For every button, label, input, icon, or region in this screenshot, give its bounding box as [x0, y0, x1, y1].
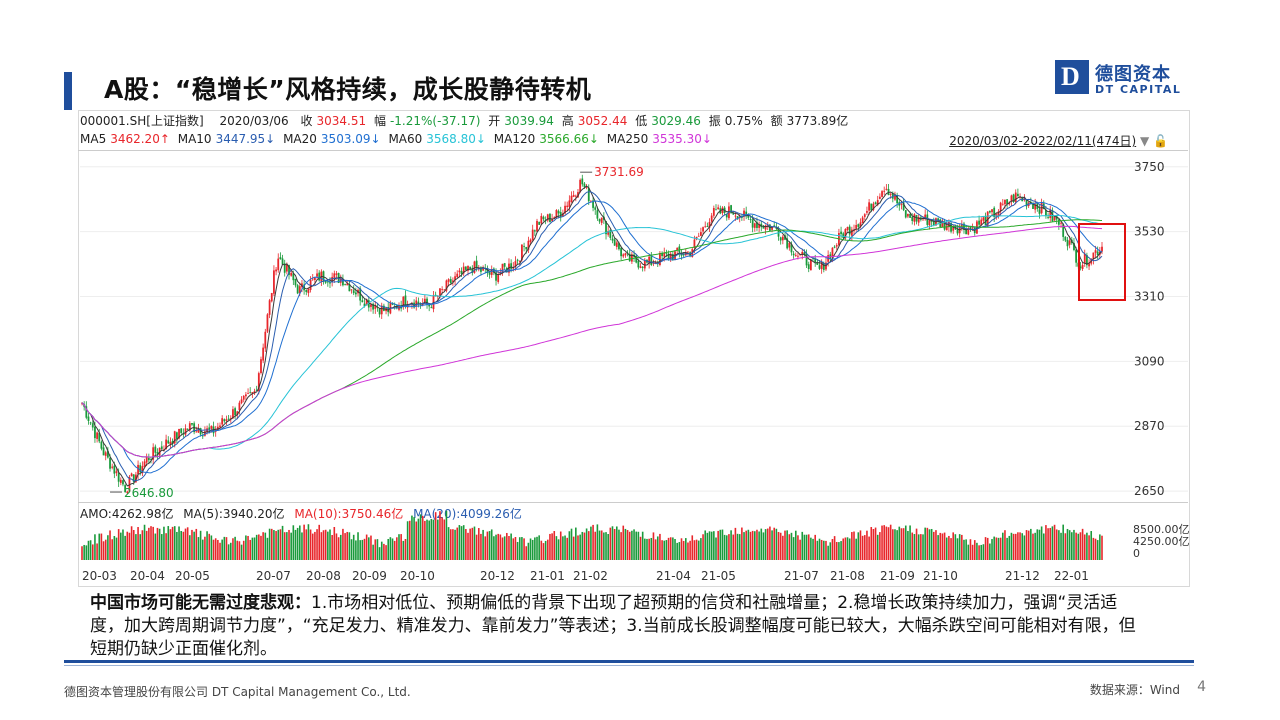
summary-text: 中国市场可能无需过度悲观：1.市场相对低位、预期偏低的背景下出现了超预期的信贷和… [90, 593, 1136, 659]
company-name: 德图资本管理股份有限公司 DT Capital Management Co., … [64, 685, 411, 699]
amp-value: 0.75% [724, 114, 763, 128]
amo-legend-row: AMO:4262.98亿 MA(5):3940.20亿 MA(10):3750.… [80, 507, 522, 521]
logo-mark-icon: D [1055, 60, 1089, 94]
dropdown-triangle-icon[interactable]: ▼ [1139, 134, 1150, 148]
ma-legend-row: MA5 3462.20↑ MA10 3447.95↓ MA20 3503.09↓ MA… [80, 132, 712, 146]
amo-ma5-value: 3940.20亿 [222, 507, 285, 521]
ma5-value: 3462.20↑ [110, 132, 170, 146]
low-value: 3029.46 [651, 114, 701, 128]
footer-divider [64, 660, 1194, 663]
data-source: 数据来源：Wind [1089, 683, 1180, 697]
high-value: 3052.44 [577, 114, 628, 128]
page-title: A股：“稳增长”风格持续，成长股静待转机 [104, 75, 592, 104]
ma20-value: 3503.09↓ [320, 132, 381, 146]
title-accent-bar [64, 72, 72, 110]
ma60-value: 3568.80↓ [426, 132, 486, 146]
open-value: 3039.94 [504, 114, 554, 128]
date-range-text: 2020/03/02-2022/02/11(474日) [949, 134, 1137, 148]
amo-value: 4262.98亿 [111, 507, 174, 521]
page-number: 4 [1197, 679, 1206, 695]
chart-frame [78, 110, 1190, 587]
date-range-selector[interactable]: 2020/03/02-2022/02/11(474日) ▼ 🔓 [949, 132, 1168, 149]
chart-top-divider [78, 150, 1188, 151]
close-value: 3034.51 [316, 114, 367, 128]
ma10-value: 3447.95↓ [215, 132, 276, 146]
brand-logo: D 德图资本 DT CAPITAL [1055, 60, 1185, 100]
amo-ma20-value: 4099.26亿 [460, 507, 522, 521]
amo-ma10-value: 3750.46亿 [341, 507, 404, 521]
footer-divider-thin [64, 665, 1194, 666]
index-code: 000001.SH[上证指数] [80, 114, 204, 128]
logo-text-en: DT CAPITAL [1095, 83, 1182, 96]
logo-text-cn: 德图资本 [1095, 64, 1171, 85]
ma120-value: 3566.66↓ [539, 132, 599, 146]
amount-value: 3773.89亿 [786, 114, 849, 128]
quote-info-row: 000001.SH[上证指数] 2020/03/06 收 3034.51 幅 -1.… [80, 114, 849, 128]
volume-divider [78, 502, 1188, 503]
ma250-value: 3535.30↓ [652, 132, 712, 146]
quote-date: 2020/03/06 [219, 114, 289, 128]
lock-icon[interactable]: 🔓 [1153, 134, 1168, 148]
change-value: -1.21%(-37.17) [389, 114, 481, 128]
